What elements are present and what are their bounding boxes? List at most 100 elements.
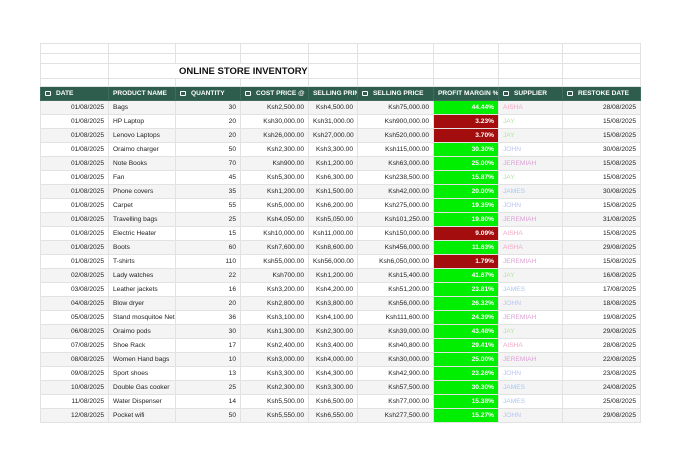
cell: 15.87% [433, 170, 499, 185]
cell [433, 43, 499, 54]
header-cell: SELLING PRINC [308, 86, 358, 101]
cell: Ksh56,000.00 [308, 254, 358, 269]
cell: AISHA [498, 240, 563, 255]
cell: Ksh42,000.00 [357, 184, 434, 199]
cell: Ksh1,200.00 [240, 184, 309, 199]
cell: 02/08/2025 [40, 268, 109, 283]
cell: Note Books [108, 156, 176, 171]
cell: 30.30% [433, 380, 499, 395]
cell: 15/08/2025 [562, 198, 641, 213]
cell: 55 [175, 198, 241, 213]
cell [240, 53, 309, 64]
cell: Blow dryer [108, 296, 176, 311]
cell: 01/08/2025 [40, 226, 109, 241]
cell: AISHA [498, 338, 563, 353]
cell: 30/08/2025 [562, 184, 641, 199]
cell: Ksh3,800.00 [308, 296, 358, 311]
cell: Women Hand bags [108, 352, 176, 367]
cell: 44.44% [433, 100, 499, 115]
data-row: 01/08/2025 Lenovo Laptops 20 Ksh26,000.00 Ks… [40, 128, 641, 143]
cell: 20 [175, 114, 241, 129]
cell: 29/08/2025 [562, 408, 641, 423]
cell: JAY [498, 128, 563, 143]
header-cell: QUANTITY [175, 86, 241, 101]
cell: Ksh3,200.00 [240, 282, 309, 297]
data-row: 01/08/2025 Electric Heater 15 Ksh10,000.00 K… [40, 226, 641, 241]
data-row: 07/08/2025 Shoe Rack 17 Ksh2,400.00 Ksh3,400… [40, 338, 641, 353]
cell: Ksh40,800.00 [357, 338, 434, 353]
cell: 30.30% [433, 142, 499, 157]
cell: Double Gas cooker [108, 380, 176, 395]
cell: 30 [175, 324, 241, 339]
header-cell: SUPPLIER [498, 86, 563, 101]
cell: JAMES [498, 184, 563, 199]
cell: Carpet [108, 198, 176, 213]
cell: 30/08/2025 [562, 142, 641, 157]
header-icon [180, 90, 186, 96]
data-row: 01/08/2025 Bags 30 Ksh2,500.00 Ksh4,500.00 Ks… [40, 100, 641, 115]
cell: 20.00% [433, 184, 499, 199]
cell: Ksh700.00 [240, 268, 309, 283]
cell: 10 [175, 352, 241, 367]
cell: 25/08/2025 [562, 394, 641, 409]
cell: Bags [108, 100, 176, 115]
header-icon [567, 90, 573, 96]
cell: 04/08/2025 [40, 296, 109, 311]
data-row: 01/08/2025 T-shirts 110 Ksh55,000.00 Ksh56,0… [40, 254, 641, 269]
cell: 22/08/2025 [562, 352, 641, 367]
cell [240, 78, 309, 87]
cell: 9.09% [433, 226, 499, 241]
cell [175, 43, 241, 54]
cell: 01/08/2025 [40, 184, 109, 199]
blank-row [40, 78, 641, 87]
cell: Ksh4,500.00 [308, 100, 358, 115]
cell: Ksh31,000.00 [308, 114, 358, 129]
data-row: 01/08/2025 HP Laptop 20 Ksh30,000.00 Ksh31,0… [40, 114, 641, 129]
cell [108, 43, 176, 54]
cell: Pocket wifi [108, 408, 176, 423]
cell [562, 43, 641, 54]
cell: 29/08/2025 [562, 324, 641, 339]
cell: Ksh2,300.00 [308, 324, 358, 339]
header-cell: COST PRICE @ [240, 86, 309, 101]
cell: Ksh10,000.00 [240, 226, 309, 241]
cell: 01/08/2025 [40, 240, 109, 255]
cell: 01/08/2025 [40, 128, 109, 143]
cell: 07/08/2025 [40, 338, 109, 353]
cell: Ksh26,000.00 [240, 128, 309, 143]
cell: Ksh6,500.00 [308, 394, 358, 409]
header-label: SUPPLIER [514, 90, 547, 97]
cell: Electric Heater [108, 226, 176, 241]
cell: Ksh77,000.00 [357, 394, 434, 409]
inventory-table: ONLINE STORE INVENTORY DATE PRODUCT NAME QU… [40, 43, 641, 423]
cell [498, 63, 563, 79]
cell: 28/08/2025 [562, 338, 641, 353]
header-label: PROFIT MARGIN % [438, 90, 499, 97]
cell: 16/08/2025 [562, 268, 641, 283]
header-label: SELLING PRICE [373, 90, 424, 97]
data-row: 01/08/2025 Carpet 55 Ksh5,000.00 Ksh6,200.00… [40, 198, 641, 213]
cell: 3.70% [433, 128, 499, 143]
cell: Ksh5,050.00 [308, 212, 358, 227]
cell: 11/08/2025 [40, 394, 109, 409]
cell: 30 [175, 100, 241, 115]
cell: 15/08/2025 [562, 114, 641, 129]
cell: 15/08/2025 [562, 170, 641, 185]
cell: 43.48% [433, 324, 499, 339]
cell: Ksh2,500.00 [240, 100, 309, 115]
cell: Lenovo Laptops [108, 128, 176, 143]
cell: 24.39% [433, 310, 499, 325]
cell: HP Laptop [108, 114, 176, 129]
cell: 17 [175, 338, 241, 353]
cell: Ksh900,000.00 [357, 114, 434, 129]
cell: Ksh4,300.00 [308, 366, 358, 381]
cell [308, 43, 358, 54]
cell [40, 53, 109, 64]
title-row: ONLINE STORE INVENTORY [40, 63, 641, 79]
cell [498, 78, 563, 87]
header-label: DATE [56, 90, 74, 97]
cell: JOHN [498, 198, 563, 213]
cell: 15 [175, 226, 241, 241]
cell: 15/08/2025 [562, 226, 641, 241]
cell [562, 63, 641, 79]
